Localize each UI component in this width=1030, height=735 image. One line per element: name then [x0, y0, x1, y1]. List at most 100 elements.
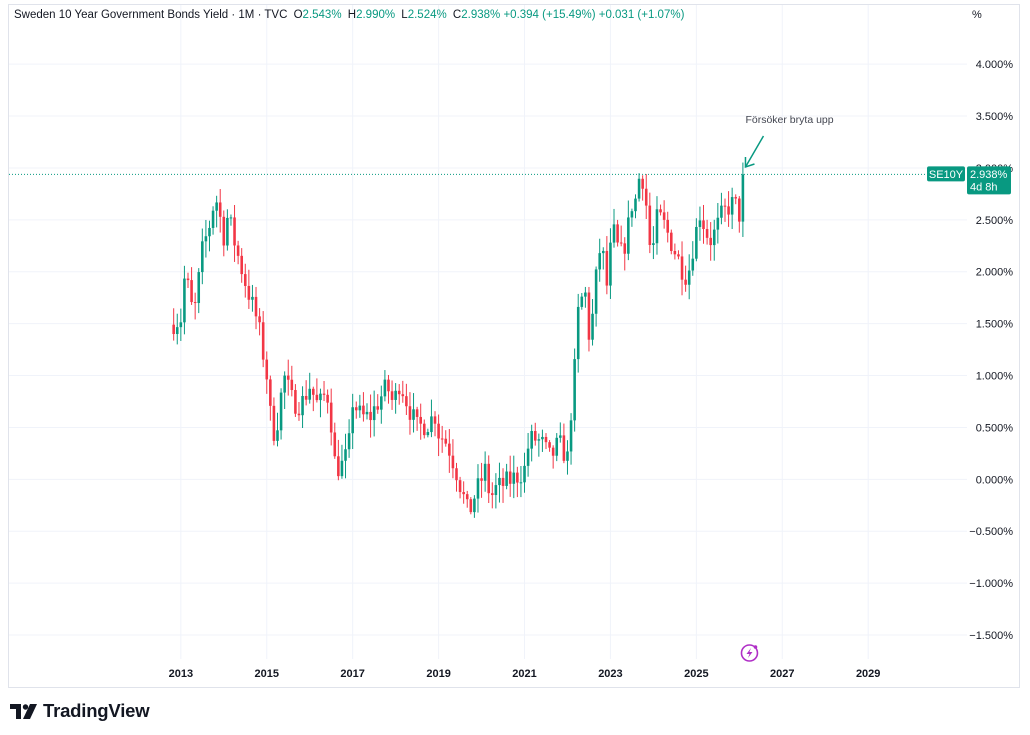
candle-body[interactable] — [712, 229, 716, 246]
candle-body[interactable] — [193, 302, 197, 304]
candle-body[interactable] — [186, 278, 190, 281]
candle-body[interactable] — [677, 254, 680, 257]
candle-body[interactable] — [494, 485, 498, 496]
candle-body[interactable] — [297, 413, 301, 416]
candle-body[interactable] — [211, 210, 215, 228]
candle-body[interactable] — [433, 416, 437, 424]
candle-body[interactable] — [584, 292, 587, 297]
candle-body[interactable] — [716, 217, 720, 230]
candle-body[interactable] — [329, 402, 333, 433]
candle-body[interactable] — [204, 236, 208, 242]
candle-body[interactable] — [315, 394, 319, 401]
candle-body[interactable] — [279, 392, 283, 431]
candle-body[interactable] — [533, 431, 537, 441]
candle-body[interactable] — [476, 478, 480, 499]
candle-body[interactable] — [233, 217, 236, 246]
candle-body[interactable] — [236, 245, 240, 256]
candle-body[interactable] — [544, 436, 548, 443]
candle-body[interactable] — [301, 395, 304, 416]
candle-body[interactable] — [594, 269, 598, 314]
candle-body[interactable] — [183, 278, 186, 323]
candle-body[interactable] — [347, 433, 351, 450]
candle-body[interactable] — [659, 209, 662, 213]
candle-body[interactable] — [247, 285, 251, 300]
candle-body[interactable] — [501, 477, 505, 486]
candle-body[interactable] — [197, 272, 201, 304]
candle-body[interactable] — [265, 359, 269, 380]
candle-body[interactable] — [340, 460, 344, 477]
candle-body[interactable] — [351, 407, 354, 434]
candle-body[interactable] — [698, 220, 702, 227]
candle-body[interactable] — [727, 206, 730, 215]
candle-body[interactable] — [619, 242, 623, 244]
candle-body[interactable] — [537, 439, 541, 441]
candle-body[interactable] — [240, 255, 243, 275]
candle-body[interactable] — [430, 416, 433, 433]
candle-body[interactable] — [580, 296, 584, 307]
candle-body[interactable] — [551, 447, 555, 456]
candle-body[interactable] — [254, 296, 258, 317]
candle-body[interactable] — [283, 375, 286, 393]
candle-body[interactable] — [286, 375, 290, 380]
candle-body[interactable] — [437, 423, 440, 439]
candle-body[interactable] — [455, 468, 458, 481]
candle-body[interactable] — [587, 292, 591, 340]
candle-body[interactable] — [261, 322, 265, 360]
candle-body[interactable] — [652, 243, 655, 245]
candle-body[interactable] — [426, 432, 430, 436]
candle-body[interactable] — [451, 455, 455, 469]
candle-body[interactable] — [422, 423, 426, 436]
candle-body[interactable] — [473, 498, 476, 513]
candle-body[interactable] — [397, 390, 401, 395]
candle-body[interactable] — [573, 359, 576, 421]
candle-body[interactable] — [687, 270, 691, 285]
candle-body[interactable] — [516, 472, 519, 483]
candle-body[interactable] — [383, 379, 387, 397]
candle-body[interactable] — [512, 472, 516, 484]
candle-body[interactable] — [623, 243, 627, 254]
candle-body[interactable] — [322, 393, 326, 395]
candle-body[interactable] — [251, 296, 254, 300]
candle-body[interactable] — [175, 327, 179, 335]
candle-body[interactable] — [344, 449, 347, 461]
candle-body[interactable] — [480, 478, 483, 481]
candle-body[interactable] — [738, 198, 741, 222]
candle-body[interactable] — [605, 250, 609, 286]
candle-body[interactable] — [591, 313, 594, 340]
candle-body[interactable] — [458, 480, 462, 493]
candle-body[interactable] — [612, 224, 616, 243]
candle-body[interactable] — [222, 216, 226, 246]
candle-body[interactable] — [498, 477, 501, 486]
candle-body[interactable] — [730, 197, 734, 215]
candle-body[interactable] — [387, 379, 390, 392]
chart-frame[interactable]: 4.000%3.500%3.000%2.500%2.000%1.500%1.00… — [8, 4, 1020, 688]
candle-body[interactable] — [290, 379, 294, 391]
candle-body[interactable] — [243, 274, 247, 286]
candle-body[interactable] — [201, 241, 204, 273]
candle-body[interactable] — [405, 396, 408, 407]
candle-body[interactable] — [487, 463, 491, 494]
candle-body[interactable] — [208, 227, 211, 237]
candle-body[interactable] — [673, 250, 677, 255]
candle-body[interactable] — [269, 379, 272, 406]
price-unit-label[interactable]: % — [972, 9, 982, 21]
candle-body[interactable] — [666, 219, 670, 233]
candle-body[interactable] — [440, 438, 444, 440]
candle-body[interactable] — [562, 435, 566, 461]
candle-body[interactable] — [680, 256, 684, 280]
candle-body[interactable] — [702, 220, 705, 230]
candle-body[interactable] — [566, 451, 569, 461]
candle-body[interactable] — [337, 456, 340, 477]
candle-body[interactable] — [548, 442, 551, 448]
candle-body[interactable] — [523, 465, 526, 483]
candle-body[interactable] — [294, 390, 297, 414]
candle-body[interactable] — [354, 407, 358, 411]
candle-body[interactable] — [390, 391, 394, 400]
candle-body[interactable] — [684, 279, 687, 285]
candle-body[interactable] — [616, 224, 619, 243]
price-badge[interactable] — [967, 166, 1011, 195]
candle-body[interactable] — [326, 394, 329, 403]
candle-body[interactable] — [380, 396, 383, 410]
candle-body[interactable] — [705, 229, 709, 238]
candle-body[interactable] — [734, 197, 738, 199]
